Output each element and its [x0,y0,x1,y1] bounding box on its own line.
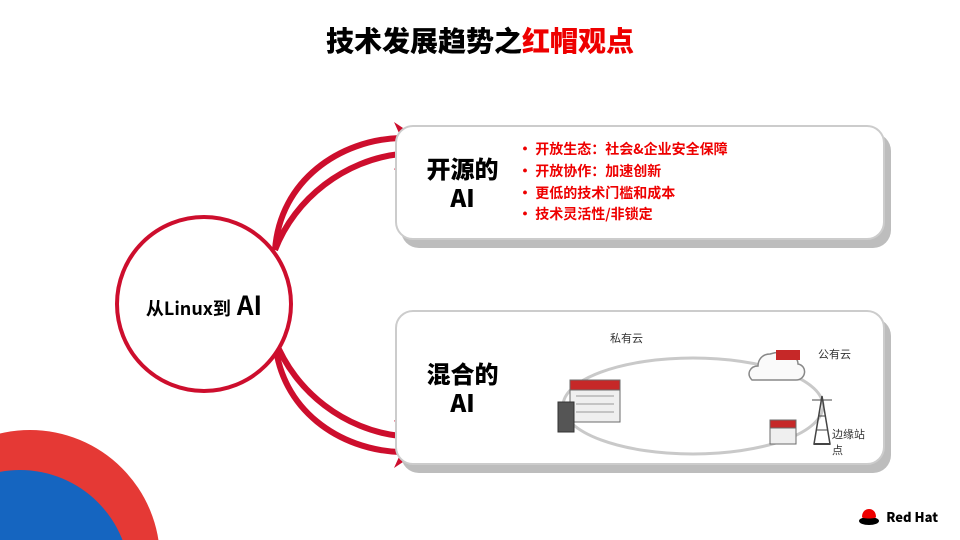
edge-site-icon [770,396,832,444]
label-public-cloud: 公有云 [818,346,851,362]
card-open-bullets: 开放生态：社会&企业安全保障 开放协作：加速创新 更低的技术门槛和成本 技术灵活… [518,139,728,226]
card-hybrid-title-l2: AI [450,384,474,419]
title-accent: 红帽观点 [522,20,634,60]
bullet-item: 开放生态：社会&企业安全保障 [518,139,728,161]
card-open-title-l2: AI [450,179,474,214]
public-cloud-icon [749,350,804,380]
slide-title: 技术发展趋势之红帽观点 [0,20,960,60]
redhat-logo-text: Red Hat [886,507,938,526]
hub-prefix: 从Linux到 [146,295,231,321]
label-edge-site: 边缘站点 [832,426,868,458]
card-hybrid-ai-title: 混合的 AI [415,359,510,417]
card-hybrid-ai: 混合的 AI [395,310,885,465]
card-open-ai: 开源的 AI 开放生态：社会&企业安全保障 开放协作：加速创新 更低的技术门槛和… [395,125,885,240]
label-private-cloud: 私有云 [610,330,643,346]
redhat-fedora-icon [858,508,880,526]
hub-circle: 从Linux到 AI [115,215,293,393]
private-cloud-icon [558,380,620,432]
bullet-item: 技术灵活性/非锁定 [518,204,728,226]
hub-suffix: AI [231,286,262,323]
bullet-item: 开放协作：加速创新 [518,161,728,183]
hub-label: 从Linux到 AI [146,286,262,323]
hybrid-diagram: 私有云 公有云 边缘站点 [518,326,868,449]
corner-decoration [0,380,180,540]
card-open-ai-title: 开源的 AI [415,154,510,212]
bullet-item: 更低的技术门槛和成本 [518,183,728,205]
title-prefix: 技术发展趋势之 [326,20,522,60]
redhat-logo: Red Hat [858,507,938,526]
